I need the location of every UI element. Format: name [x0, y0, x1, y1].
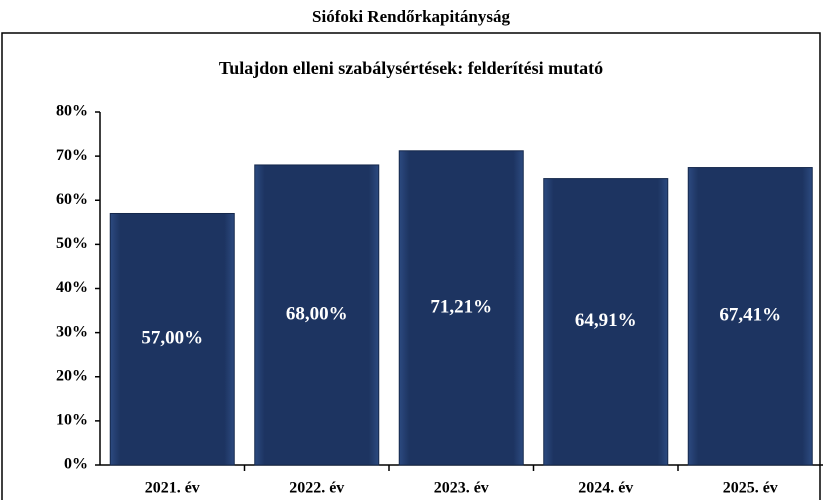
value-label: 71,21%: [430, 296, 492, 317]
bar: [687, 167, 813, 466]
header-title: Siófoki Rendőrkapitányság: [312, 7, 510, 26]
bar: [109, 212, 235, 466]
bar: [398, 150, 524, 466]
x-tick-label: 2024. év: [578, 480, 633, 497]
x-tick-label: 2025. év: [723, 480, 778, 497]
value-label: 67,41%: [719, 305, 781, 326]
bar: [254, 164, 380, 466]
y-tick-label: 50%: [56, 235, 88, 252]
value-label: 68,00%: [286, 303, 348, 324]
value-label: 64,91%: [575, 310, 637, 331]
y-tick-label: 40%: [56, 279, 88, 296]
chart-title: Tulajdon elleni szabálysértések: felderí…: [219, 58, 603, 78]
x-tick-label: 2023. év: [434, 480, 489, 497]
y-tick-label: 20%: [56, 367, 88, 384]
x-tick-label: 2021. év: [145, 480, 200, 497]
y-tick-label: 70%: [56, 147, 88, 164]
y-tick-label: 80%: [56, 103, 88, 120]
y-tick-label: 60%: [56, 191, 88, 208]
chart-frame: [1, 32, 821, 500]
y-tick-label: 10%: [56, 412, 88, 429]
y-tick-label: 0%: [64, 456, 88, 473]
y-tick-label: 30%: [56, 323, 88, 340]
x-tick-label: 2022. év: [289, 480, 344, 497]
value-label: 57,00%: [141, 328, 203, 349]
bar: [543, 178, 669, 466]
